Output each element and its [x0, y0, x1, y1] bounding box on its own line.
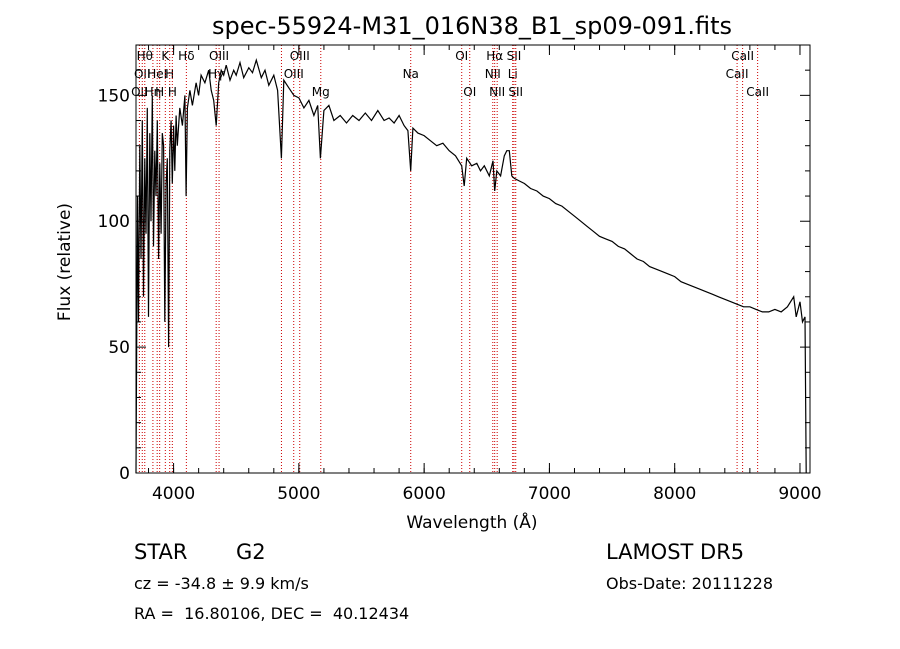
observation-date: Obs-Date: 20111228: [606, 574, 774, 593]
emission-line-label: H: [155, 85, 164, 99]
emission-line-label: CaII: [731, 49, 754, 63]
emission-line-label: H: [165, 67, 174, 81]
x-tick-label: 9000: [778, 484, 821, 504]
emission-line-label: NII: [485, 67, 501, 81]
emission-line-label: Hα: [486, 49, 503, 63]
emission-line-label: OIII: [209, 49, 229, 63]
x-tick-label: 8000: [653, 484, 696, 504]
emission-line-label: SII: [508, 85, 523, 99]
emission-line-label: OI: [463, 85, 476, 99]
x-tick-label: 7000: [528, 484, 571, 504]
plot-frame: [135, 44, 811, 474]
emission-line-label: Na: [403, 67, 419, 81]
y-tick-label: 50: [108, 338, 130, 358]
emission-line-label: Li: [508, 67, 518, 81]
y-tick-label: 150: [98, 86, 130, 106]
spectrum-line: [135, 57, 807, 474]
x-tick-label: 5000: [277, 484, 320, 504]
y-tick-label: 100: [98, 212, 130, 232]
emission-line-markers: OIIOIIHθHηHeIHKHHHδHγOIIIOIIIOIIIMgNaOIO…: [131, 45, 769, 473]
emission-line-label: Hγ: [208, 67, 224, 81]
emission-line-label: K: [161, 49, 170, 63]
emission-line-label: SII: [507, 49, 522, 63]
x-axis-label: Wavelength (Å): [406, 511, 537, 533]
x-tick-label: 6000: [403, 484, 446, 504]
object-class: STAR: [134, 540, 188, 564]
y-tick-label: 0: [119, 464, 130, 484]
axis-ticks: 4000 5000 6000 7000 8000 9000 0 50 100 150: [98, 45, 822, 504]
emission-line-label: OI: [455, 49, 468, 63]
emission-line-label: Mg: [312, 85, 330, 99]
emission-line-label: CaII: [726, 67, 749, 81]
emission-line-label: Hδ: [178, 49, 194, 63]
object-subclass: G2: [236, 540, 266, 564]
y-axis-label: Flux (relative): [55, 203, 75, 321]
emission-line-label: NII: [489, 85, 505, 99]
emission-line-label: H: [168, 85, 177, 99]
chart-title: spec-55924-M31_016N38_B1_sp09-091.fits: [212, 12, 732, 40]
x-tick-label: 4000: [152, 484, 195, 504]
survey-name: LAMOST DR5: [606, 540, 745, 564]
emission-line-label: OIII: [290, 49, 310, 63]
emission-line-label: OIII: [284, 67, 304, 81]
emission-line-label: Hθ: [137, 49, 153, 63]
spectrum-series: [135, 57, 807, 474]
emission-line-label: CaII: [746, 85, 769, 99]
redshift-value: cz = -34.8 ± 9.9 km/s: [134, 574, 309, 593]
coordinates: RA = 16.80106, DEC = 40.12434: [134, 604, 410, 623]
emission-line-label: Hη: [145, 85, 162, 99]
emission-line-label: HeI: [147, 67, 167, 81]
